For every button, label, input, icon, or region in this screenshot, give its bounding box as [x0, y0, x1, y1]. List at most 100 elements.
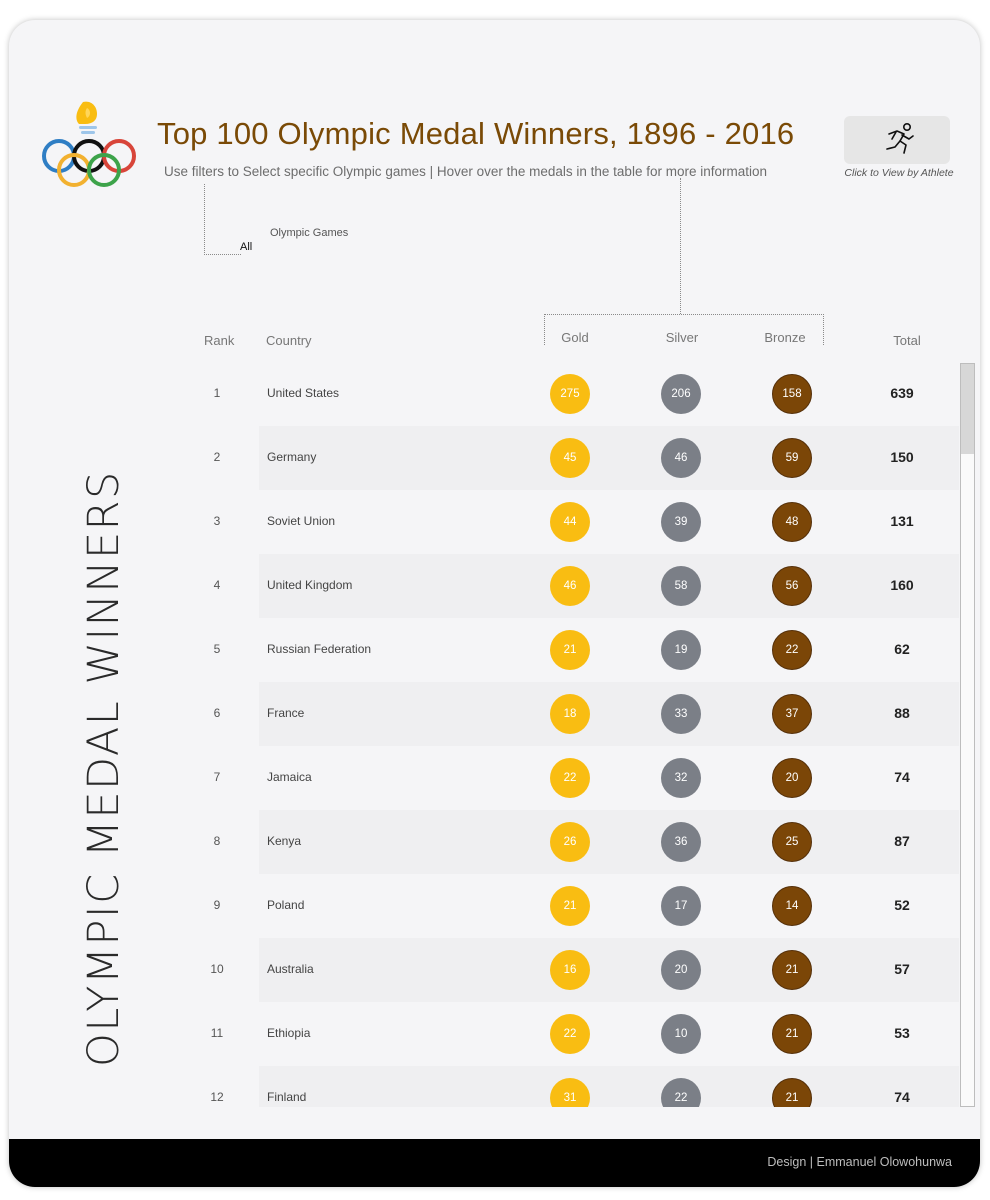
gold-medal[interactable]: 21 [550, 886, 590, 926]
bronze-medal[interactable]: 22 [772, 630, 812, 670]
running-athlete-icon [886, 122, 914, 154]
silver-medal[interactable]: 33 [661, 694, 701, 734]
view-by-athlete-button[interactable] [844, 116, 950, 164]
table-row: 4 United Kingdom 46 58 56 160 [9, 554, 980, 618]
bronze-medal[interactable]: 20 [772, 758, 812, 798]
header-rank: Rank [204, 333, 235, 348]
silver-medal[interactable]: 39 [661, 502, 701, 542]
bronze-medal[interactable]: 14 [772, 886, 812, 926]
gold-medal[interactable]: 16 [550, 950, 590, 990]
table-row: 7 Jamaica 22 32 20 74 [9, 746, 980, 810]
total-cell: 62 [894, 641, 910, 657]
silver-medal[interactable]: 20 [661, 950, 701, 990]
silver-medal[interactable]: 58 [661, 566, 701, 606]
silver-medal[interactable]: 32 [661, 758, 701, 798]
scrollbar-thumb[interactable] [961, 364, 974, 454]
rank-cell: 11 [210, 1026, 224, 1040]
rank-cell: 7 [213, 770, 221, 784]
gold-medal[interactable]: 18 [550, 694, 590, 734]
rank-cell: 6 [213, 706, 221, 720]
gold-medal[interactable]: 21 [550, 630, 590, 670]
rank-cell: 1 [213, 386, 221, 400]
medal-header-bracket [544, 314, 824, 345]
bronze-medal[interactable]: 56 [772, 566, 812, 606]
olympic-rings-torch-logo [39, 98, 139, 188]
dashboard-card: Top 100 Olympic Medal Winners, 1896 - 20… [9, 20, 980, 1187]
table-row: 1 United States 275 206 158 639 [9, 362, 980, 426]
country-cell: Australia [267, 962, 314, 976]
bronze-medal[interactable]: 21 [772, 1014, 812, 1054]
gold-medal[interactable]: 31 [550, 1078, 590, 1107]
gold-medal[interactable]: 22 [550, 758, 590, 798]
table-row: 3 Soviet Union 44 39 48 131 [9, 490, 980, 554]
country-cell: United States [267, 386, 340, 400]
silver-medal[interactable]: 206 [661, 374, 701, 414]
table-row: 5 Russian Federation 21 19 22 62 [9, 618, 980, 682]
total-cell: 74 [894, 1089, 910, 1105]
filter-connector [204, 184, 241, 255]
total-cell: 160 [890, 577, 914, 593]
bronze-medal[interactable]: 21 [772, 1078, 812, 1107]
table-row: 6 France 18 33 37 88 [9, 682, 980, 746]
bronze-medal[interactable]: 48 [772, 502, 812, 542]
rank-cell: 2 [213, 450, 221, 464]
bronze-medal[interactable]: 158 [772, 374, 812, 414]
gold-medal[interactable]: 22 [550, 1014, 590, 1054]
rank-cell: 10 [210, 962, 224, 976]
table-row: 9 Poland 21 17 14 52 [9, 874, 980, 938]
page-subtitle: Use filters to Select specific Olympic g… [164, 164, 767, 179]
silver-medal[interactable]: 36 [661, 822, 701, 862]
bronze-medal[interactable]: 37 [772, 694, 812, 734]
gold-medal[interactable]: 44 [550, 502, 590, 542]
medal-header-connector [680, 178, 681, 314]
total-cell: 57 [894, 961, 910, 977]
bronze-medal[interactable]: 21 [772, 950, 812, 990]
silver-medal[interactable]: 19 [661, 630, 701, 670]
table-row: 2 Germany 45 46 59 150 [9, 426, 980, 490]
gold-medal[interactable]: 46 [550, 566, 590, 606]
total-cell: 150 [890, 449, 914, 465]
total-cell: 88 [894, 705, 910, 721]
silver-medal[interactable]: 22 [661, 1078, 701, 1107]
table-row: 11 Ethiopia 22 10 21 53 [9, 1002, 980, 1066]
rank-cell: 8 [213, 834, 221, 848]
footer-bar: Design | Emmanuel Olowohunwa [9, 1139, 980, 1187]
table-row: 12 Finland 31 22 21 74 [9, 1066, 980, 1107]
header-bronze: Bronze [764, 330, 806, 345]
total-cell: 53 [894, 1025, 910, 1041]
rank-cell: 4 [213, 578, 221, 592]
header-country: Country [266, 333, 312, 348]
country-cell: United Kingdom [267, 578, 353, 592]
header-silver: Silver [665, 330, 699, 345]
header-total: Total [893, 333, 921, 348]
total-cell: 74 [894, 769, 910, 785]
gold-medal[interactable]: 45 [550, 438, 590, 478]
gold-medal[interactable]: 275 [550, 374, 590, 414]
olympic-games-filter-label: Olympic Games [270, 227, 349, 239]
country-cell: Jamaica [267, 770, 312, 784]
country-cell: Finland [267, 1090, 307, 1104]
country-cell: Germany [267, 450, 317, 464]
rank-cell: 9 [213, 898, 221, 912]
total-cell: 87 [894, 833, 910, 849]
silver-medal[interactable]: 17 [661, 886, 701, 926]
country-cell: Russian Federation [267, 642, 372, 656]
country-cell: Kenya [267, 834, 302, 848]
silver-medal[interactable]: 46 [661, 438, 701, 478]
page-title: Top 100 Olympic Medal Winners, 1896 - 20… [157, 116, 795, 151]
rank-cell: 3 [213, 514, 221, 528]
bronze-medal[interactable]: 59 [772, 438, 812, 478]
silver-medal[interactable]: 10 [661, 1014, 701, 1054]
olympic-games-filter[interactable]: All [240, 241, 253, 253]
country-cell: Poland [267, 898, 305, 912]
total-cell: 131 [890, 513, 914, 529]
table-row: 10 Australia 16 20 21 57 [9, 938, 980, 1002]
athlete-button-caption: Click to View by Athlete [844, 167, 954, 179]
total-cell: 639 [890, 385, 914, 401]
country-cell: Ethiopia [267, 1026, 311, 1040]
table-scrollbar[interactable] [960, 363, 975, 1107]
bronze-medal[interactable]: 25 [772, 822, 812, 862]
total-cell: 52 [894, 897, 910, 913]
gold-medal[interactable]: 26 [550, 822, 590, 862]
medal-table: 1 United States 275 206 158 639 2 German… [9, 362, 980, 1107]
